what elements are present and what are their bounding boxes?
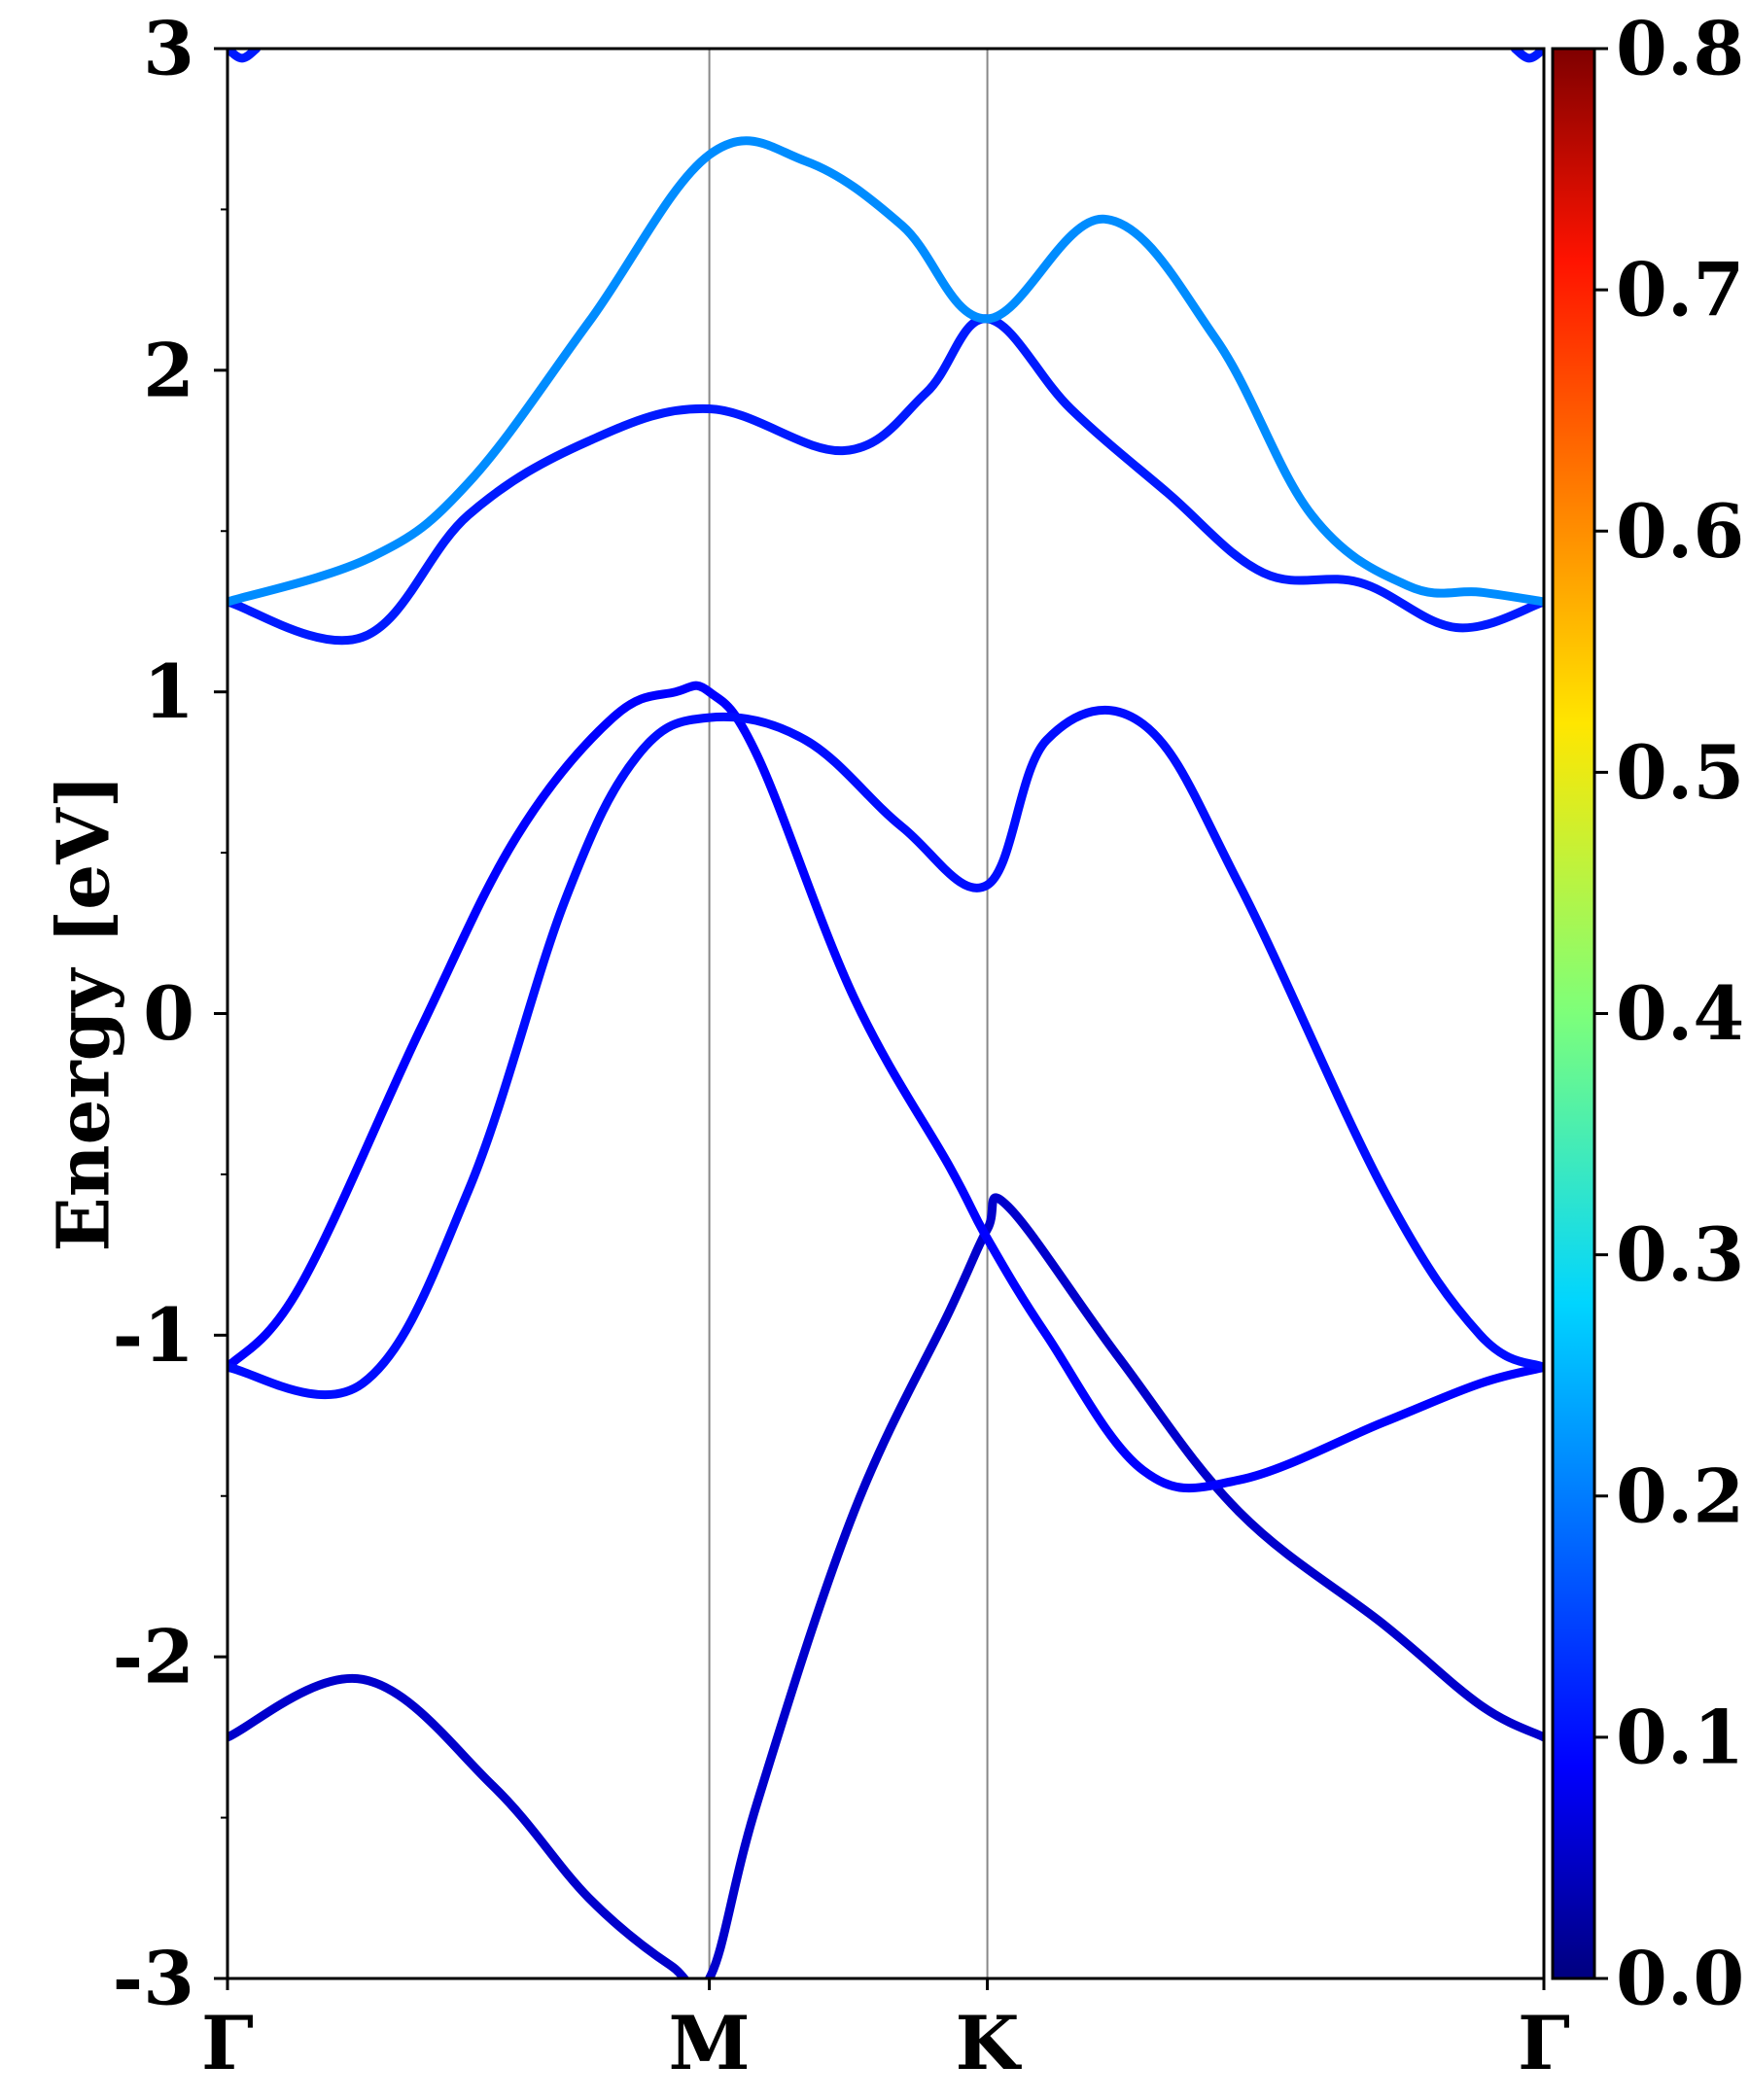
colorbar-tick-label: 0.2: [1616, 1452, 1744, 1539]
band-line-4: [228, 314, 1544, 646]
band-line-3: [228, 706, 1544, 1400]
band-line-1: [228, 1193, 1544, 1978]
band-line-7: [1510, 49, 1544, 63]
colorbar: 0.0 0.1 0.2 0.3 0.4 0.5 0.6 0.7 0.8: [1551, 6, 1744, 2022]
band-line-2: [228, 681, 1544, 1493]
y-tick-label: 1: [143, 648, 194, 735]
y-tick-label: -2: [113, 1614, 194, 1700]
band-lines: [228, 49, 1544, 1978]
band-line-5: [228, 136, 1544, 607]
colorbar-tick-label: 0.6: [1616, 488, 1744, 575]
y-tick-label: 2: [143, 327, 194, 413]
colorbar-tick-label: 0.7: [1616, 247, 1744, 333]
colorbar-tick-label: 0.8: [1616, 6, 1744, 92]
y-axis-ticks: -3 -2 -1 0 1 2 3: [113, 6, 228, 2022]
colorbar-tick-label: 0.5: [1616, 729, 1744, 816]
colorbar-tick-label: 0.4: [1616, 970, 1744, 1057]
colorbar-tick-label: 0.0: [1616, 1936, 1744, 2022]
y-tick-label: -3: [113, 1936, 194, 2022]
x-tick-label: Γ: [1518, 2000, 1570, 2086]
y-tick-label: 3: [143, 6, 194, 92]
high-symmetry-vlines: [708, 49, 989, 1978]
y-axis-label: Energy [eV]: [43, 774, 126, 1251]
band-line-6: [228, 49, 262, 63]
colorbar-gradient: [1553, 49, 1594, 1978]
x-tick-label: Γ: [201, 2000, 254, 2086]
y-tick-label: 0: [143, 970, 194, 1057]
colorbar-tick-label: 0.1: [1616, 1694, 1744, 1780]
plot-area: -3 -2 -1 0 1 2 3 Γ M K Γ Energy [eV]: [43, 6, 1570, 2087]
colorbar-tick-label: 0.3: [1616, 1211, 1744, 1298]
x-tick-label: M: [669, 2000, 751, 2086]
y-tick-label: -1: [113, 1292, 194, 1379]
x-tick-label: K: [956, 2000, 1023, 2086]
colorbar-ticks: 0.0 0.1 0.2 0.3 0.4 0.5 0.6 0.7 0.8: [1594, 6, 1744, 2022]
